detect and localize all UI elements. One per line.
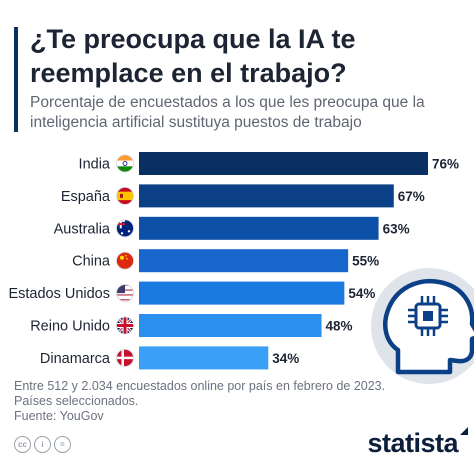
data-label: 76%	[432, 157, 459, 172]
bar[interactable]	[139, 281, 345, 305]
denmark-flag-icon	[116, 348, 134, 367]
ai-head-chip-icon	[371, 268, 474, 384]
bar[interactable]	[139, 152, 428, 175]
spain-flag-icon	[116, 186, 134, 205]
footnote-source: Fuente: YouGov	[14, 409, 104, 423]
data-label: 54%	[348, 286, 375, 301]
category-label: Australia	[54, 221, 111, 237]
footnote: Entre 512 y 2.034 encuestados online por…	[14, 379, 386, 424]
data-label: 34%	[272, 351, 299, 366]
bar[interactable]	[139, 184, 394, 208]
bar[interactable]	[139, 314, 322, 337]
category-label: Estados Unidos	[8, 286, 110, 302]
data-label: 55%	[352, 254, 379, 269]
china-flag-icon	[116, 251, 134, 270]
attribution-icon[interactable]: i	[34, 436, 51, 453]
data-label: 63%	[383, 221, 410, 236]
statista-logo-mark	[460, 427, 468, 435]
statista-logo[interactable]: statista	[367, 428, 458, 458]
footnote-selection-note: Países seleccionados.	[14, 394, 139, 408]
category-label: China	[72, 254, 111, 270]
title-accent-bar	[14, 27, 18, 132]
data-label: 48%	[326, 319, 353, 334]
bar[interactable]	[139, 216, 379, 240]
uk-flag-icon	[116, 316, 134, 335]
bar[interactable]	[139, 346, 269, 370]
india-flag-icon	[116, 154, 134, 173]
chart-subtitle: Porcentaje de encuestados a los que les …	[30, 94, 425, 131]
license-icons[interactable]: cc i =	[14, 436, 71, 453]
australia-flag-icon	[116, 219, 134, 238]
bar[interactable]	[139, 249, 349, 273]
category-label: Reino Unido	[30, 319, 110, 335]
usa-flag-icon	[116, 284, 134, 303]
category-label: India	[79, 157, 111, 173]
no-derivatives-icon[interactable]: =	[54, 436, 71, 453]
category-label: España	[61, 189, 111, 205]
category-label: Dinamarca	[40, 351, 111, 367]
creative-commons-icon[interactable]: cc	[14, 436, 31, 453]
footnote-survey-info: Entre 512 y 2.034 encuestados online por…	[14, 379, 386, 393]
data-label: 67%	[398, 189, 425, 204]
chart-title: ¿Te preocupa que la IA te reemplace en e…	[30, 24, 356, 88]
